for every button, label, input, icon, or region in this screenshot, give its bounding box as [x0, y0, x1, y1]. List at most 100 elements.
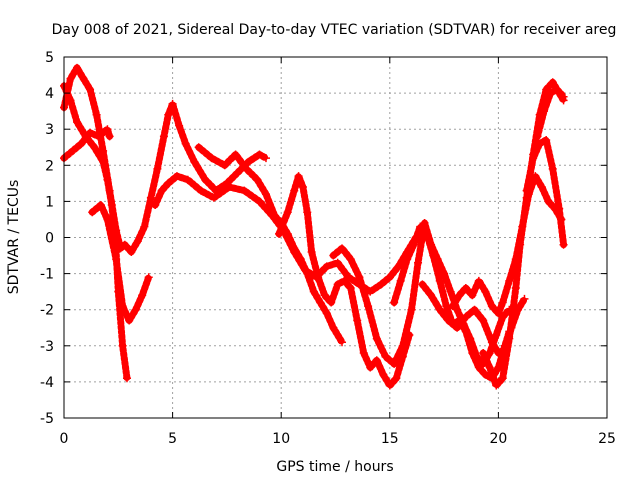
data-point-marker	[73, 117, 82, 126]
data-point-marker	[544, 197, 553, 206]
y-tick-label: -1	[40, 267, 54, 283]
data-point-marker	[153, 164, 162, 173]
y-tick-label: 5	[45, 50, 54, 66]
data-point-marker	[320, 291, 329, 300]
data-point-marker	[474, 363, 483, 372]
data-point-marker	[253, 175, 262, 184]
data-point-marker	[125, 316, 134, 325]
data-point-marker	[553, 85, 562, 94]
data-point-marker	[88, 208, 97, 217]
data-point-marker	[122, 374, 131, 383]
data-point-marker	[372, 356, 381, 365]
data-point-marker	[255, 197, 264, 206]
series-layer	[60, 63, 568, 390]
data-point-marker	[372, 334, 381, 343]
data-point-marker	[481, 370, 490, 379]
data-point-marker	[540, 107, 549, 116]
data-point-marker	[164, 179, 173, 188]
data-point-marker	[498, 374, 507, 383]
data-point-marker	[144, 273, 153, 282]
axis-layer: 0 5 10 15 20 25 -5 -4 -3 -2 -1 0 1 2 3 4 5	[40, 50, 616, 447]
grid-layer	[64, 57, 607, 418]
data-point-marker	[303, 269, 312, 278]
data-point-marker	[309, 287, 318, 296]
data-point-marker	[422, 229, 431, 238]
data-point-marker	[344, 273, 353, 282]
data-point-marker	[444, 316, 453, 325]
data-point-marker	[118, 341, 127, 350]
data-point-marker	[275, 229, 284, 238]
data-point-marker	[233, 168, 242, 177]
data-point-marker	[240, 186, 249, 195]
data-point-marker	[107, 201, 116, 210]
data-point-marker	[201, 175, 210, 184]
data-point-marker	[157, 186, 166, 195]
series-track-12	[479, 78, 568, 389]
data-point-marker	[522, 186, 531, 195]
y-tick-label: -3	[40, 339, 54, 355]
data-point-marker	[322, 262, 331, 271]
y-tick-label: 2	[45, 158, 54, 174]
y-tick-label: -5	[40, 411, 54, 427]
data-point-marker	[418, 280, 427, 289]
data-point-marker	[416, 222, 425, 231]
data-point-marker	[533, 132, 542, 141]
data-point-marker	[396, 276, 405, 285]
data-point-marker	[511, 284, 520, 293]
data-point-marker	[398, 341, 407, 350]
x-tick-label: 20	[489, 431, 507, 447]
data-point-marker	[390, 298, 399, 307]
y-tick-label: 0	[45, 231, 54, 247]
data-point-marker	[298, 182, 307, 191]
data-point-marker	[485, 363, 494, 372]
data-point-marker	[379, 370, 388, 379]
data-point-marker	[494, 309, 503, 318]
data-point-marker	[196, 186, 205, 195]
y-tick-label: -4	[40, 375, 54, 391]
data-point-marker	[505, 276, 514, 285]
data-point-marker	[99, 146, 108, 155]
data-point-marker	[522, 193, 531, 202]
data-point-marker	[146, 193, 155, 202]
data-point-marker	[181, 139, 190, 148]
data-point-marker	[96, 201, 105, 210]
x-tick-label: 5	[168, 431, 177, 447]
x-tick-label: 10	[272, 431, 290, 447]
x-tick-label: 25	[598, 431, 616, 447]
y-tick-label: 3	[45, 122, 54, 138]
x-tick-label: 0	[60, 431, 69, 447]
data-point-marker	[359, 349, 368, 358]
data-point-marker	[220, 161, 229, 170]
data-point-marker	[103, 125, 112, 134]
data-point-marker	[105, 132, 114, 141]
data-point-marker	[244, 157, 253, 166]
data-point-marker	[346, 284, 355, 293]
data-point-marker	[231, 150, 240, 159]
data-point-marker	[453, 305, 462, 314]
data-point-marker	[448, 302, 457, 311]
series-track-11	[449, 172, 565, 317]
data-point-marker	[103, 215, 112, 224]
data-point-marker	[183, 175, 192, 184]
data-point-marker	[340, 276, 349, 285]
data-point-marker	[140, 222, 149, 231]
data-point-marker	[68, 146, 77, 155]
data-point-marker	[261, 190, 270, 199]
x-axis-label: GPS time / hours	[276, 459, 393, 475]
data-point-marker	[535, 139, 544, 148]
data-point-marker	[138, 291, 147, 300]
data-point-marker	[390, 359, 399, 368]
data-point-marker	[555, 204, 564, 213]
x-tick-label: 15	[381, 431, 399, 447]
data-point-marker	[316, 298, 325, 307]
data-point-marker	[364, 302, 373, 311]
data-point-marker	[377, 280, 386, 289]
data-point-marker	[548, 164, 557, 173]
data-point-marker	[435, 276, 444, 285]
data-point-marker	[366, 287, 375, 296]
data-point-marker	[420, 219, 429, 228]
data-point-marker	[255, 150, 264, 159]
data-point-marker	[453, 323, 462, 332]
data-point-marker	[548, 78, 557, 87]
